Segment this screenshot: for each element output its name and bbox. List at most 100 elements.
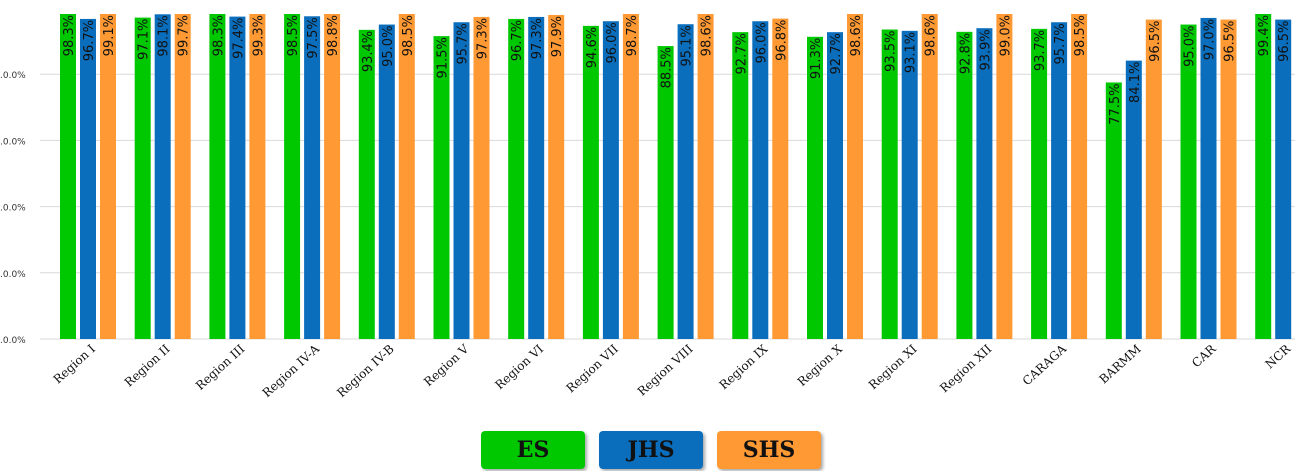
data-label: 97.3% — [530, 18, 545, 59]
data-label: 95.7% — [1053, 23, 1068, 64]
data-label: 95.7% — [456, 23, 471, 64]
bar-es — [209, 14, 226, 339]
legend-item-shs: SHS — [717, 431, 821, 469]
bar-es — [284, 14, 301, 339]
data-label: 91.3% — [809, 38, 824, 79]
data-label: 93.9% — [978, 29, 993, 70]
x-tick-label: CAR — [1189, 341, 1219, 370]
x-tick-label: Region III — [193, 342, 248, 393]
bar-shs — [398, 14, 415, 339]
x-tick-label: Region XII — [937, 342, 994, 396]
data-label: 94.6% — [585, 27, 600, 68]
data-label: 99.0% — [998, 15, 1013, 56]
bar-es — [134, 17, 151, 339]
bar-shs — [100, 14, 116, 339]
data-label: 96.0% — [605, 22, 620, 63]
bar-es — [1031, 28, 1048, 340]
bar-jhs — [602, 21, 619, 340]
data-label: 91.5% — [436, 37, 451, 78]
data-label: 98.5% — [286, 15, 301, 56]
data-label: 99.3% — [251, 15, 266, 56]
bar-es — [433, 36, 450, 339]
bar-es — [1105, 82, 1122, 339]
data-label: 97.1% — [137, 19, 152, 60]
data-label: 98.6% — [700, 15, 715, 56]
data-label: 98.3% — [211, 15, 226, 56]
data-label: 97.5% — [306, 17, 321, 58]
x-tick-label: NCR — [1262, 341, 1293, 371]
data-label: 92.8% — [958, 33, 973, 74]
data-label: 98.6% — [849, 15, 864, 56]
bar-jhs — [1200, 17, 1217, 340]
bar-jhs — [453, 22, 470, 339]
bar-shs — [174, 14, 191, 339]
bar-jhs — [304, 16, 321, 340]
data-label: 84.1% — [1128, 62, 1143, 103]
data-label: 88.5% — [660, 47, 675, 88]
bar-jhs — [677, 24, 694, 340]
data-label: 96.8% — [774, 20, 789, 61]
data-label: 96.5% — [1148, 21, 1163, 62]
x-tick-label: BARMM — [1096, 342, 1143, 387]
data-label: 97.4% — [231, 18, 246, 59]
data-label: 99.1% — [102, 15, 117, 56]
data-label: 92.7% — [734, 33, 749, 74]
data-label: 99.4% — [1257, 15, 1272, 56]
bar-shs — [249, 14, 266, 339]
data-label: 95.0% — [381, 26, 396, 67]
x-tick-label: Region VI — [492, 342, 546, 393]
data-label: 92.7% — [829, 33, 844, 74]
bar-es — [956, 31, 973, 339]
bar-jhs — [1125, 60, 1142, 340]
data-label: 93.4% — [361, 31, 376, 72]
data-label: 98.8% — [326, 15, 341, 56]
data-label: 96.5% — [1223, 21, 1238, 62]
y-tick-label: .0.0% — [0, 336, 26, 346]
bar-es — [732, 32, 749, 340]
bar-shs — [1220, 19, 1237, 340]
x-tick-label: Region V — [421, 342, 472, 389]
data-label: 96.7% — [510, 20, 525, 61]
bar-es — [60, 14, 76, 339]
x-tick-label: Region IV-B — [334, 342, 397, 400]
data-label: 93.1% — [904, 32, 919, 73]
bar-shs — [996, 14, 1013, 339]
x-tick-label: CARAGA — [1020, 342, 1070, 389]
data-label: 97.9% — [550, 16, 565, 57]
bar-jhs — [80, 18, 96, 339]
bar-shs — [473, 16, 490, 339]
x-tick-label: Region X — [795, 342, 846, 389]
data-label: 98.3% — [62, 15, 77, 56]
bar-es — [1180, 24, 1197, 340]
bar-jhs — [901, 30, 918, 340]
bar-jhs — [528, 16, 545, 339]
bar-jhs — [827, 32, 843, 340]
bar-jhs — [1275, 19, 1292, 340]
data-label: 98.7% — [625, 15, 640, 56]
bar-es — [881, 29, 898, 339]
x-tick-label: Region IV-A — [260, 342, 323, 400]
bar-jhs — [752, 21, 769, 340]
y-tick-label: .0.0% — [0, 137, 26, 147]
bar-shs — [324, 14, 341, 339]
bar-shs — [622, 14, 639, 339]
bar-jhs — [154, 14, 171, 339]
bar-shs — [1145, 19, 1162, 340]
bar-jhs — [976, 28, 993, 339]
x-tick-label: Region I — [51, 342, 99, 387]
data-label: 98.1% — [157, 15, 172, 56]
data-label: 95.0% — [1183, 26, 1198, 67]
bar-shs — [847, 14, 863, 339]
data-label: 98.5% — [1073, 15, 1088, 56]
data-label: 98.5% — [401, 15, 416, 56]
bar-es — [807, 36, 823, 340]
bar-es — [508, 18, 525, 339]
data-label: 96.5% — [1277, 21, 1292, 62]
x-tick-label: Region VII — [564, 342, 622, 396]
x-tick-label: Region XI — [866, 342, 920, 393]
bar-jhs — [1051, 22, 1068, 339]
legend-item-jhs: JHS — [599, 431, 703, 469]
x-tick-label: Region II — [122, 342, 173, 390]
bar-es — [657, 46, 674, 339]
x-tick-label: Region VIII — [635, 342, 696, 399]
